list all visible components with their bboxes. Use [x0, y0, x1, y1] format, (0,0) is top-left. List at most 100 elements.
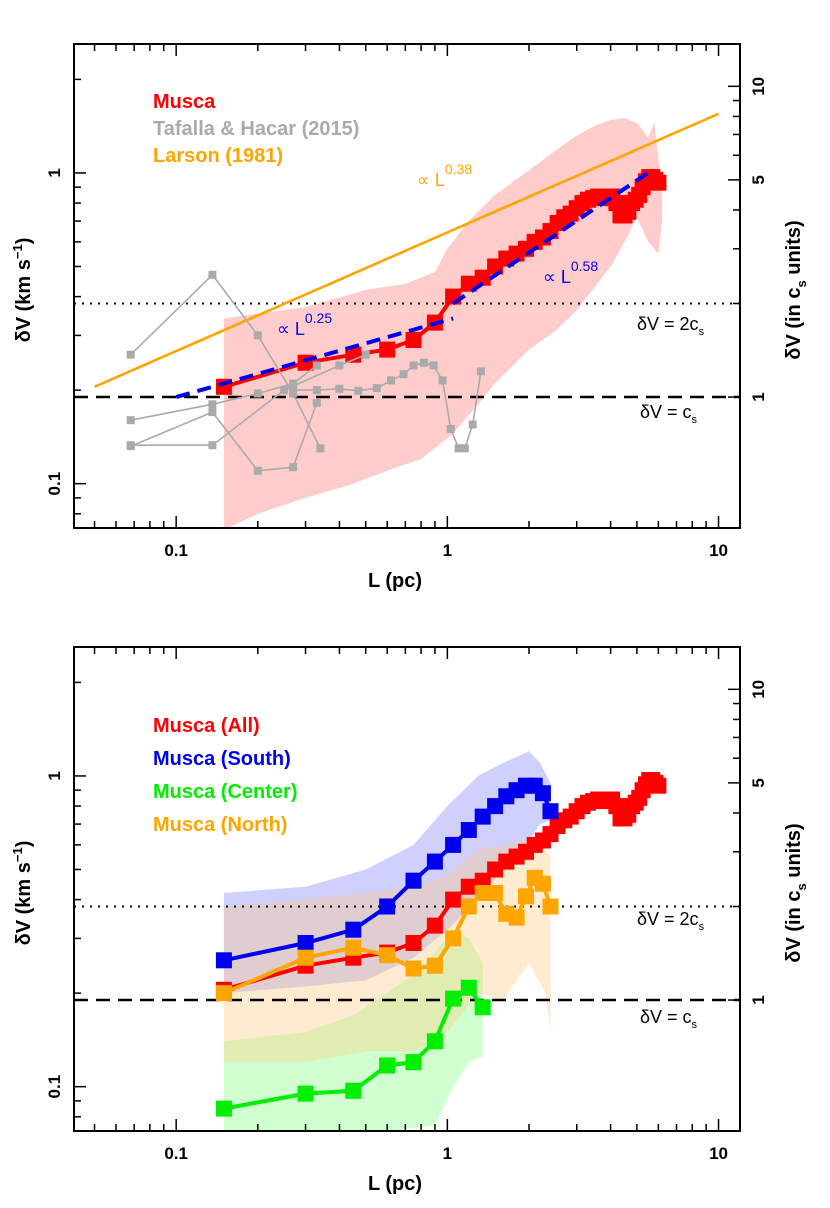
bot-series-3-point	[405, 960, 422, 977]
top-plot-frame	[73, 43, 741, 529]
top-ref-label-2cs: δV = 2cs	[637, 314, 705, 338]
top-axes: 0.1 1 10 0.1 1 1 5 10	[45, 43, 768, 560]
top-series-1-point	[354, 386, 363, 395]
top-series-1-point	[361, 350, 370, 359]
top-series-1-point	[460, 444, 469, 453]
top-series-0-point	[460, 275, 477, 292]
bot-series-1-point	[345, 921, 362, 938]
top-series-1-point	[316, 444, 325, 453]
top-series-0-point	[379, 341, 396, 358]
bot-series-3-point	[487, 885, 504, 901]
bot-series-2-point	[445, 990, 462, 1007]
top-y2-axis-title: δV (in cs units)	[783, 220, 809, 359]
bottom-y2-axis-title: δV (in cs units)	[783, 823, 809, 962]
top-legend-musca: Musca	[153, 91, 216, 113]
bot-series-3-point	[542, 898, 559, 915]
top-series-3	[175, 316, 454, 400]
bottom-legend-all: Musca (All)	[153, 715, 260, 737]
top-series-1-point	[126, 441, 135, 450]
bot-y2-tick-label: 5	[749, 778, 768, 787]
bot-y2-tick-label: 1	[749, 995, 768, 1004]
top-series-1-point	[312, 361, 321, 370]
top-annot-038: ∝ L0.38	[417, 161, 472, 190]
top-series-1-point	[208, 400, 217, 409]
bot-series-3	[215, 869, 559, 1002]
top-series-3-line-0	[175, 316, 454, 400]
top-series-1-point	[409, 361, 418, 370]
bot-x-tick-label: 10	[709, 1144, 728, 1163]
bot-series-1	[215, 777, 559, 969]
top-x-tick-label: 1	[443, 541, 452, 560]
top-series	[93, 112, 720, 475]
bot-series-2-point	[426, 1033, 443, 1050]
top-series-1	[126, 270, 485, 475]
bottom-ref-label-cs: δV = cs	[640, 1007, 698, 1031]
bottom-ref-label-2cs: δV = 2cs	[637, 909, 705, 933]
bot-series-2-point	[405, 1054, 422, 1071]
bot-series-3-point	[215, 985, 232, 1002]
top-ref-label-cs: δV = cs	[640, 402, 698, 426]
bot-series-3-point	[460, 898, 477, 915]
top-series-0-point	[474, 269, 491, 286]
bot-series-0	[215, 772, 667, 998]
bot-y-tick-label: 0.1	[45, 1075, 64, 1099]
top-x-tick-label: 0.1	[164, 541, 188, 560]
bot-series-0-point	[474, 872, 491, 889]
bot-x-tick-label: 0.1	[164, 1144, 188, 1163]
bot-series-2-point	[297, 1085, 314, 1102]
top-series-1-point	[420, 358, 428, 367]
top-y-tick-label: 1	[45, 168, 64, 177]
bot-series-2	[215, 979, 491, 1117]
top-series-1-point	[253, 466, 262, 475]
top-annot-058: ∝ L0.58	[543, 258, 598, 287]
bot-envelope-2	[223, 929, 483, 1131]
top-series-1-point	[372, 384, 381, 393]
bot-y-tick-label: 1	[45, 771, 64, 780]
bot-series-3-point	[379, 947, 396, 964]
top-series-1-point	[253, 331, 262, 340]
top-series-1-point	[429, 361, 438, 370]
top-series-0-point	[650, 174, 667, 191]
top-annot-025: ∝ L0.25	[277, 310, 332, 339]
top-y2-tick-label: 1	[749, 392, 768, 401]
bot-series-2-point	[460, 979, 477, 996]
bottom-reference-lines	[74, 905, 740, 1002]
top-series-1-point	[253, 389, 262, 398]
top-series-1-point	[476, 367, 485, 376]
bottom-legend-south: Musca (South)	[153, 748, 291, 770]
bot-series-2-point	[379, 1057, 396, 1074]
bot-series-3-point	[426, 957, 443, 974]
bot-series-1-point	[426, 853, 443, 870]
top-x-axis-title: L (pc)	[368, 570, 422, 592]
bottom-axes: 0.1 1 10 0.1 1 1 5 10	[45, 646, 768, 1163]
top-series-0-point	[405, 332, 422, 348]
top-series-1-point	[335, 384, 344, 393]
top-legend-larson: Larson (1981)	[153, 145, 283, 167]
bottom-y-axis-title: δV (km s−1)	[10, 841, 35, 946]
top-series-1-point	[387, 376, 395, 385]
bot-series-1-point	[460, 822, 477, 838]
top-series-4-line-0	[451, 171, 650, 306]
top-series-1-point	[446, 425, 455, 433]
bot-series-1-point	[297, 935, 314, 951]
bottom-legend-north: Musca (North)	[153, 814, 287, 836]
bot-series-3-point	[508, 909, 525, 926]
top-y2-tick-label: 5	[749, 175, 768, 184]
bot-series-1-point	[445, 836, 462, 853]
top-series-1-point	[126, 416, 135, 425]
bot-series-0-point	[445, 891, 462, 908]
bot-series-2-point	[215, 1100, 232, 1117]
top-series-1-point	[289, 386, 298, 395]
bot-plot-frame	[73, 646, 741, 1132]
top-series-1-point	[454, 444, 463, 453]
bot-series-3-point	[445, 930, 462, 947]
top-series-1-point	[280, 386, 289, 395]
top-reference-lines	[74, 302, 740, 399]
top-panel: 0.1 1 10 0.1 1 1 5 10 L (pc) δV (km s−1) δV (in…	[10, 43, 809, 592]
top-series-1-point	[312, 386, 321, 395]
top-series-2-line-0	[93, 112, 720, 388]
bot-x-tick-label: 1	[443, 1144, 452, 1163]
top-series-1-point	[208, 270, 217, 279]
top-legend-tafalla: Tafalla & Hacar (2015)	[153, 118, 359, 140]
top-series-2	[93, 112, 720, 388]
